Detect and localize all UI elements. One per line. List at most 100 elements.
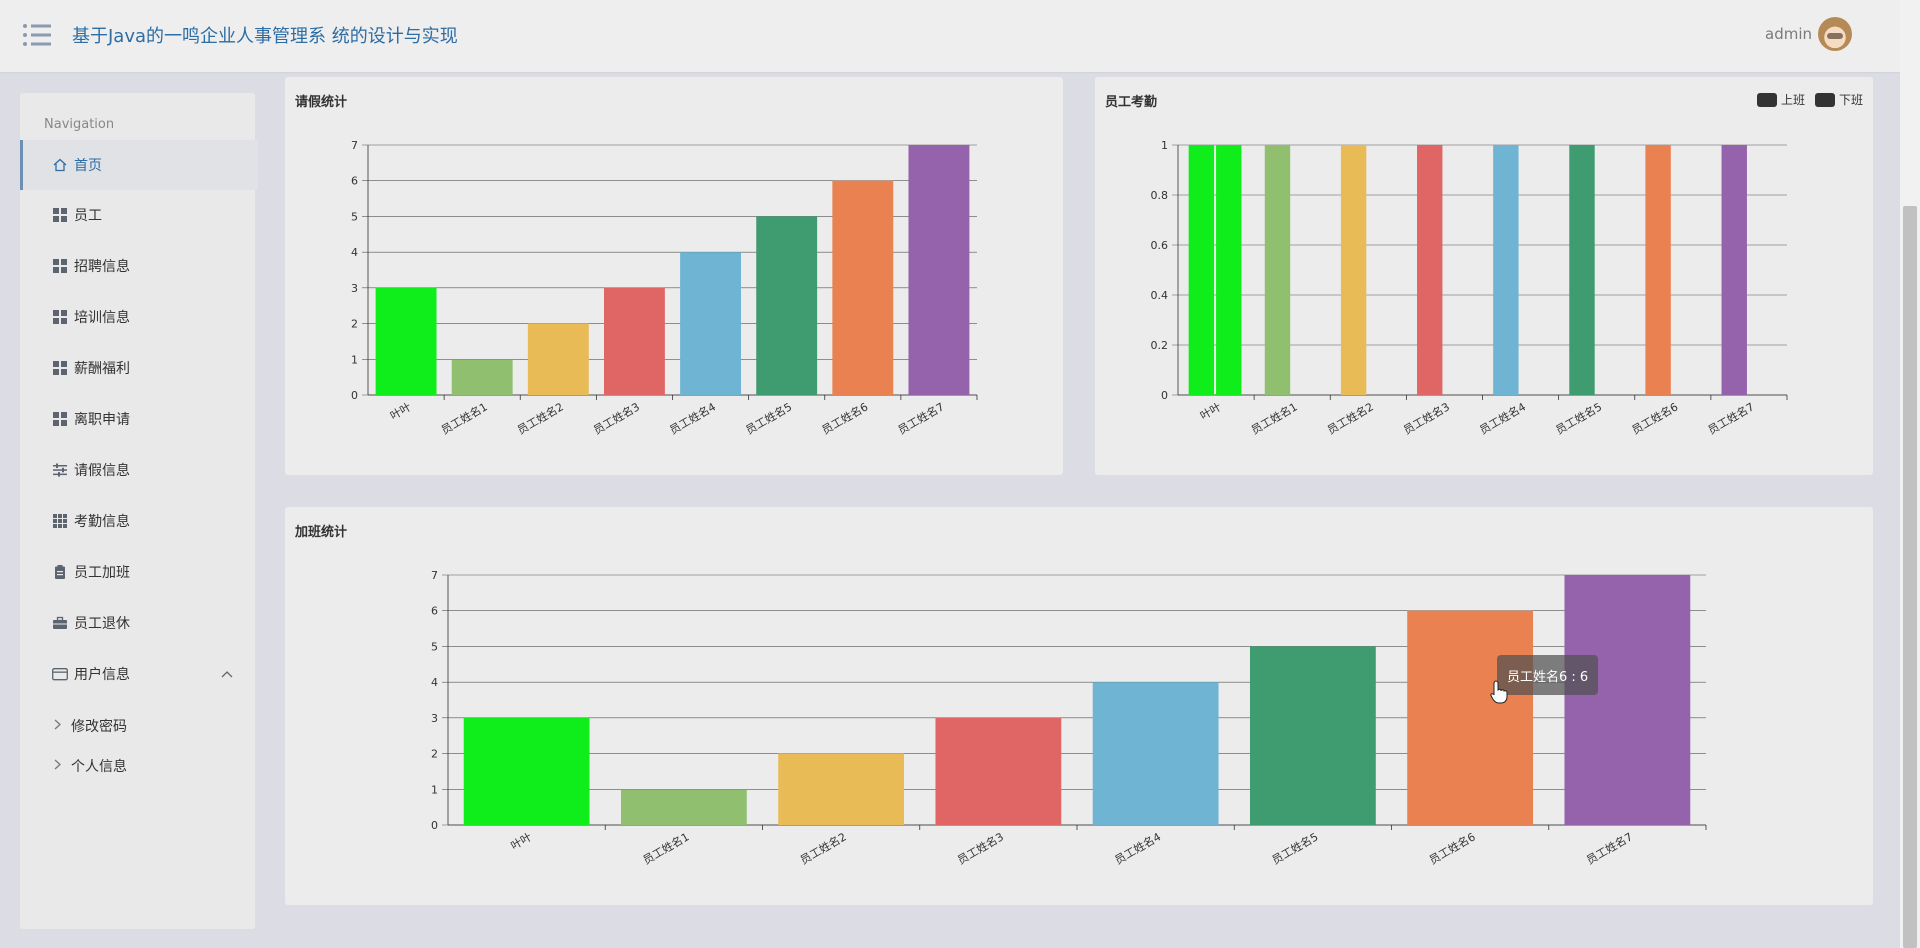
x-tick-label: 员工姓名4	[1477, 399, 1528, 437]
x-tick-label: 员工姓名7	[895, 399, 946, 437]
y-tick-label: 0	[431, 819, 438, 832]
home-icon	[52, 157, 68, 173]
y-tick-label: 2	[351, 318, 358, 331]
bar	[1092, 682, 1219, 825]
x-tick-label: 员工姓名6	[819, 399, 870, 437]
bar	[1407, 610, 1534, 825]
chevron-right-icon	[54, 719, 61, 733]
x-tick-label: 员工姓名4	[1112, 829, 1163, 867]
legend-label: 下班	[1838, 93, 1863, 107]
chart-legend: 上班 下班	[1756, 91, 1863, 108]
bar	[908, 145, 970, 395]
bar	[1264, 145, 1291, 395]
page-scrollbar[interactable]	[1900, 0, 1920, 948]
sidebar-item-salary[interactable]: 薪酬福利	[20, 343, 255, 393]
sidebar-item-resignation[interactable]: 离职申请	[20, 394, 255, 444]
y-tick-label: 3	[431, 712, 438, 725]
user-name[interactable]: admin	[1765, 25, 1812, 43]
sidebar-item-retirement[interactable]: 员工退休	[20, 598, 255, 648]
chart-title: 员工考勤	[1105, 95, 1158, 110]
sliders-icon	[52, 462, 68, 478]
y-tick-label: 6	[431, 605, 438, 618]
sidebar-item-user-info[interactable]: 用户信息	[20, 649, 255, 699]
grid-icon	[52, 258, 68, 274]
app-title: 基于Java的一鸣企业人事管理系 统的设计与实现	[72, 26, 458, 47]
bar	[451, 359, 513, 395]
y-tick-label: 2	[431, 748, 438, 761]
sidebar: Navigation 首页 员工 招聘信息 培训信息 薪酬福利 离职申请 请假信…	[20, 93, 258, 929]
legend-item-on-duty[interactable]: 上班	[1756, 91, 1805, 108]
bar	[756, 216, 818, 395]
y-tick-label: 6	[351, 175, 358, 188]
sidebar-subitem-change-password[interactable]: 修改密码	[20, 706, 255, 746]
x-tick-label: 员工姓名2	[797, 829, 848, 867]
chart-title: 请假统计	[295, 95, 348, 110]
nav-title: Navigation	[44, 117, 115, 132]
wallet-icon	[52, 666, 68, 682]
overtime-chart: 0 1 2 3 4 5 6 7 叶叶 员工姓名1 员工姓名2 员工姓名3 员工姓名4 员工姓名5 员工姓名6…	[431, 569, 1707, 867]
bar	[1188, 145, 1215, 395]
y-tick-label: 4	[431, 676, 438, 689]
legend-label: 上班	[1780, 93, 1805, 107]
x-tick-label: 员工姓名2	[515, 399, 566, 437]
sidebar-item-attendance[interactable]: 考勤信息	[20, 496, 255, 546]
sidebar-item-home[interactable]: 首页	[20, 140, 258, 190]
sidebar-item-overtime[interactable]: 员工加班	[20, 547, 255, 597]
x-tick-label: 员工姓名3	[955, 829, 1006, 867]
attendance-chart: 0 0.2 0.4 0.6 0.8 1 叶叶 员工姓名1 员工姓名2 员工姓名3 员工姓名4 员工姓名…	[1151, 139, 1788, 437]
y-tick-label: 1	[351, 353, 358, 366]
bar	[935, 717, 1062, 825]
sidebar-item-recruitment[interactable]: 招聘信息	[20, 241, 255, 291]
attendance-card: 员工考勤 上班 下班 0 0.2 0.4 0.6 0.8 1 叶叶 员工姓名1 员工姓名2 员工姓…	[1095, 77, 1873, 475]
x-tick-label: 员工姓名3	[1401, 399, 1452, 437]
scrollbar-thumb[interactable]	[1903, 206, 1917, 948]
x-tick-label: 员工姓名7	[1705, 399, 1756, 437]
sidebar-item-label: 员工加班	[74, 565, 130, 581]
x-tick-label: 员工姓名3	[591, 399, 642, 437]
y-tick-label: 3	[351, 282, 358, 295]
menu-toggle-icon[interactable]	[22, 22, 52, 48]
legend-swatch	[1756, 92, 1777, 107]
sidebar-subitem-profile[interactable]: 个人信息	[20, 746, 255, 786]
y-tick-label: 1	[431, 783, 438, 796]
sidebar-item-label: 离职申请	[74, 412, 130, 428]
sidebar-item-label: 员工退休	[74, 616, 130, 632]
x-tick-label: 员工姓名1	[439, 399, 490, 437]
bar	[832, 180, 894, 395]
sidebar-item-employee[interactable]: 员工	[20, 190, 255, 240]
x-tick-label: 员工姓名2	[1325, 399, 1376, 437]
x-tick-label: 员工姓名4	[667, 399, 718, 437]
legend-item-off-duty[interactable]: 下班	[1814, 91, 1863, 108]
sidebar-item-training[interactable]: 培训信息	[20, 292, 255, 342]
grid-icon	[52, 411, 68, 427]
chart-title: 加班统计	[295, 525, 348, 540]
avatar[interactable]	[1818, 17, 1852, 51]
sidebar-item-label: 员工	[74, 208, 102, 224]
x-tick-label: 叶叶	[1198, 400, 1224, 422]
bar	[375, 287, 437, 395]
bar	[1721, 145, 1747, 395]
bar	[603, 287, 665, 395]
sidebar-item-label: 首页	[74, 158, 102, 174]
sidebar-item-label: 用户信息	[74, 667, 130, 683]
grid-icon	[52, 360, 68, 376]
x-tick-label: 员工姓名5	[1553, 399, 1604, 437]
x-tick-label: 员工姓名1	[640, 829, 691, 867]
pointer-cursor-icon	[1490, 680, 1508, 704]
bar	[1569, 145, 1595, 395]
top-bar: 基于Java的一鸣企业人事管理系 统的设计与实现 admin	[0, 0, 1900, 72]
grid3-icon	[52, 513, 68, 529]
sidebar-subitem-label: 修改密码	[71, 719, 127, 735]
bar	[680, 252, 742, 395]
x-tick-label: 叶叶	[388, 400, 414, 422]
bar	[778, 753, 905, 825]
bar	[1249, 646, 1376, 825]
grid-icon	[52, 207, 68, 223]
sidebar-item-label: 招聘信息	[74, 259, 130, 275]
x-tick-label: 员工姓名5	[743, 399, 794, 437]
bar	[1340, 145, 1367, 395]
sidebar-item-leave[interactable]: 请假信息	[20, 445, 255, 495]
x-tick-label: 员工姓名5	[1269, 829, 1320, 867]
bar	[1216, 145, 1242, 395]
bar	[1564, 575, 1691, 825]
